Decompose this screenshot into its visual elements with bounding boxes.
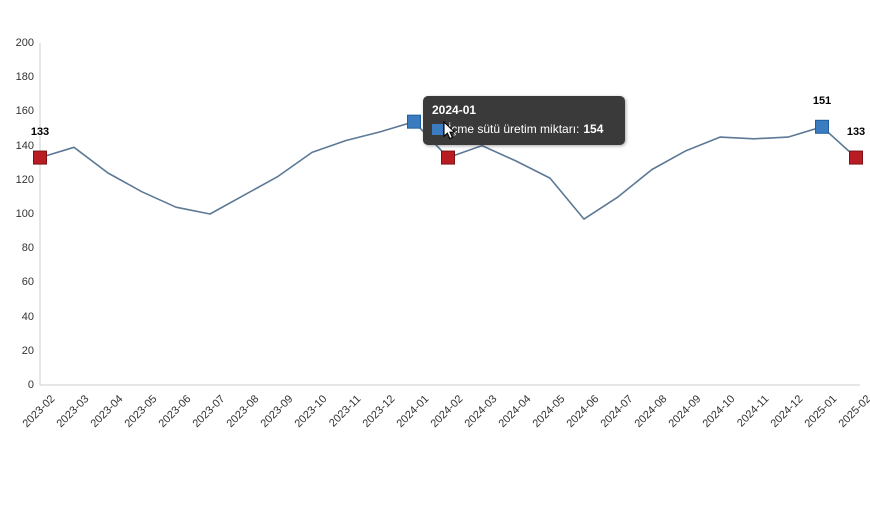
mouse-cursor-icon xyxy=(443,121,456,140)
y-axis-label: 20 xyxy=(21,344,34,357)
data-point-marker[interactable] xyxy=(33,150,47,165)
y-axis-label: 100 xyxy=(15,208,34,220)
tooltip-series-label: İçme sütü üretim miktarı: xyxy=(448,122,580,136)
y-axis-label: 120 xyxy=(15,173,34,186)
y-axis-label: 160 xyxy=(15,105,34,118)
tooltip-series-row: İçme sütü üretim miktarı: 154 xyxy=(432,122,616,136)
tooltip-date: 2024-01 xyxy=(432,103,477,117)
data-point-marker[interactable] xyxy=(815,119,829,134)
y-axis-label: 60 xyxy=(21,276,34,289)
data-point-marker[interactable] xyxy=(407,114,421,129)
y-axis-label: 140 xyxy=(15,139,34,152)
data-point-marker[interactable] xyxy=(441,150,455,165)
data-point-marker[interactable] xyxy=(849,150,863,165)
data-point-label: 133 xyxy=(30,125,50,138)
series-swatch-icon xyxy=(432,123,443,135)
chart-tooltip: 2024-01 İçme sütü üretim miktarı: 154 xyxy=(423,96,625,145)
data-point-label: 151 xyxy=(812,94,832,107)
y-axis-label: 0 xyxy=(27,379,34,391)
y-axis-label: 200 xyxy=(15,37,34,49)
y-axis-label: 40 xyxy=(21,310,34,323)
axis-lines xyxy=(39,43,860,386)
tooltip-series-value: 154 xyxy=(583,122,604,136)
data-point-label: 133 xyxy=(846,125,866,138)
y-axis-label: 80 xyxy=(21,242,34,255)
y-axis-label: 180 xyxy=(15,71,34,84)
